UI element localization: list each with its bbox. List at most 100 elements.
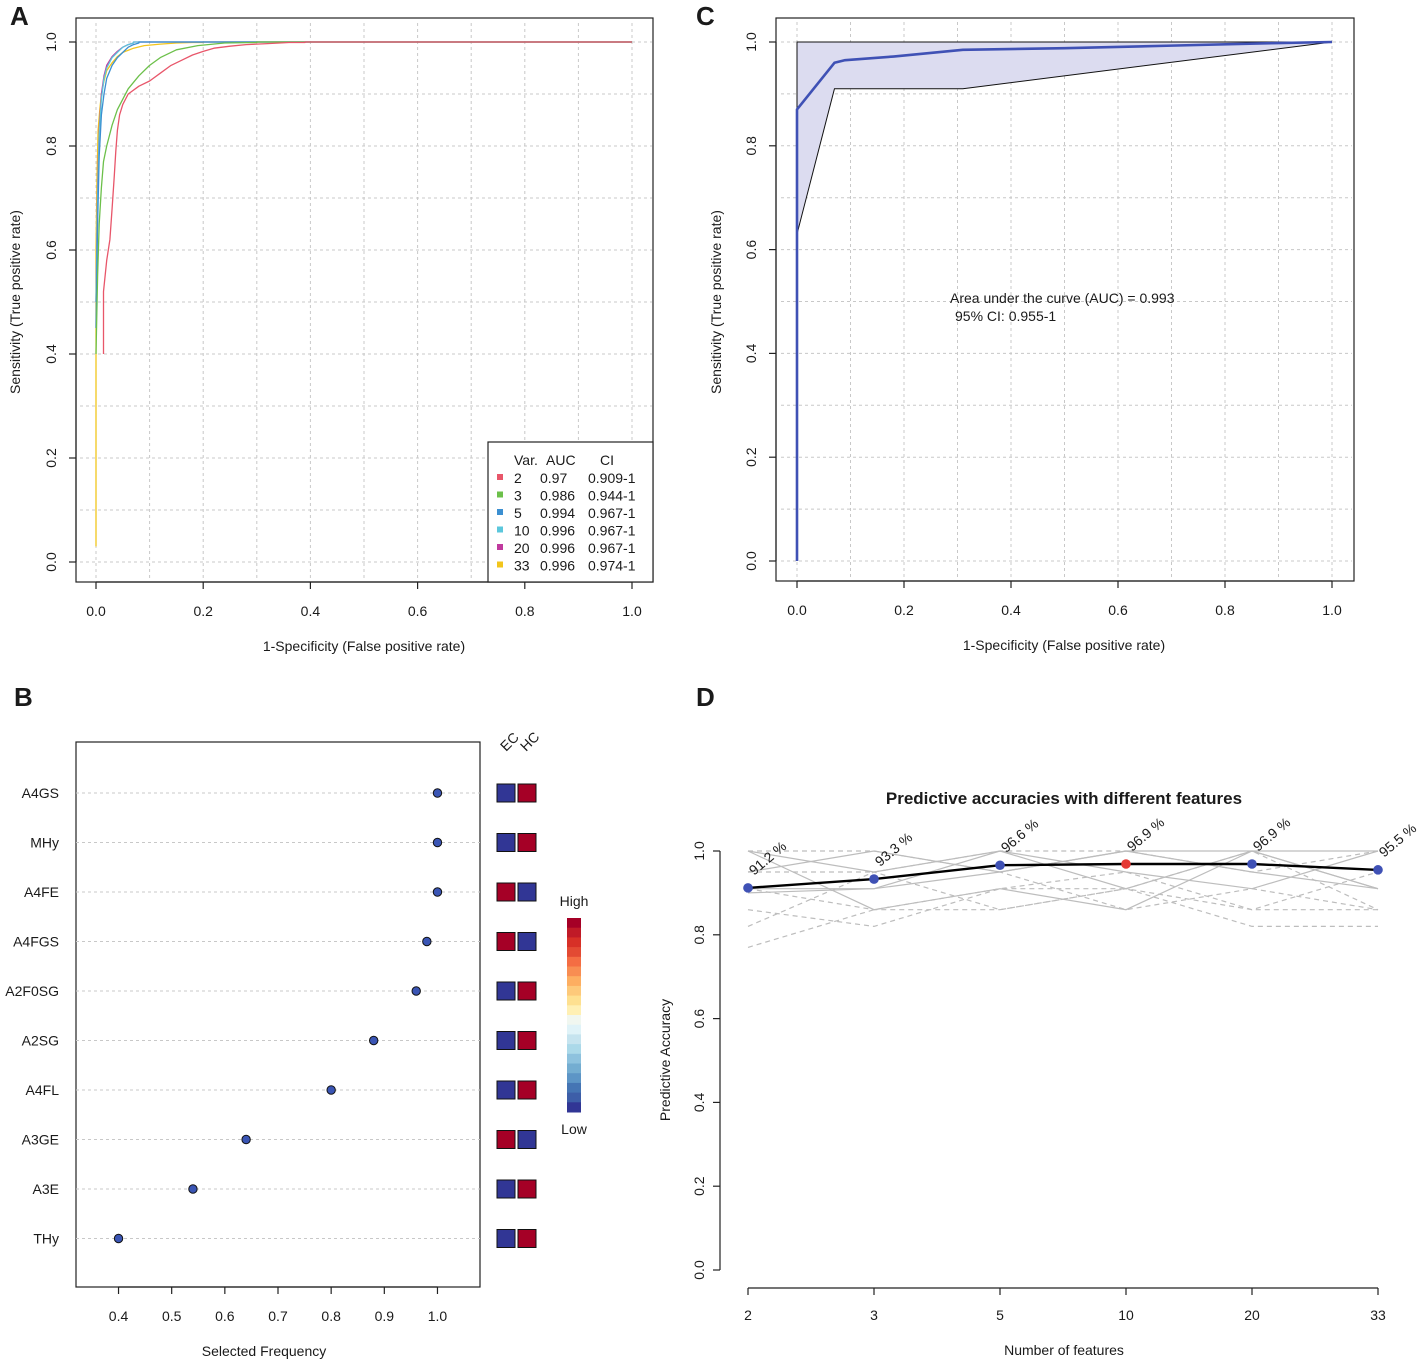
panel-c-ci-text: 95% CI: 0.955-1: [955, 308, 1056, 324]
legend-var-3: 3: [514, 488, 522, 504]
panel-b-x-tick-label: 0.9: [375, 1308, 395, 1324]
fold-line-dashed: [747, 871, 1379, 948]
ec-cell-THy: [496, 1229, 516, 1248]
accuracy-label-10: 96.9 %: [1124, 814, 1168, 854]
frequency-point-A4FE: [432, 887, 443, 897]
frequency-point-A3E: [188, 1184, 198, 1194]
legend-ci-2: 0.909-1: [588, 470, 636, 486]
panel-c-y-tick-label: 0.6: [743, 240, 759, 260]
frequency-point-A4GS: [432, 788, 443, 798]
panel-a-x-tick-label: 0.8: [515, 603, 535, 619]
scale-step: [567, 976, 581, 987]
accuracy-point-33: [1373, 865, 1383, 875]
panel-c-x-tick-label: 0.0: [787, 602, 807, 618]
hc-cell-A4FGS: [517, 932, 537, 951]
ec-cell-A4FL: [496, 1080, 516, 1100]
legend-auc-20: 0.996: [540, 540, 575, 556]
panel-a-legend-header-var: Var.: [514, 452, 538, 468]
legend-ci-20: 0.967-1: [588, 540, 636, 556]
feature-label-A4FL: A4FL: [26, 1082, 60, 1098]
scale-step: [567, 947, 581, 958]
panel-d-title: Predictive accuracies with different fea…: [886, 789, 1242, 808]
scale-step: [567, 1092, 581, 1103]
panel-c-y-axis: 0.0 0.2 0.4 0.6 0.8 1.0: [743, 32, 777, 571]
panel-a-x-tick-label: 0.4: [301, 603, 321, 619]
scale-step: [567, 1044, 581, 1055]
panel-a-legend-header-auc: AUC: [546, 452, 576, 468]
feature-label-THy: THy: [33, 1231, 59, 1247]
panel-a-y-tick-label: 0.2: [43, 448, 59, 468]
legend-auc-33: 0.996: [540, 558, 575, 574]
fold-line-dashed: [747, 850, 1379, 927]
panel-a-x-tick-label: 0.6: [408, 603, 428, 619]
roc-curve-var-3: [95, 41, 632, 355]
ec-cell-A4GS: [496, 783, 516, 803]
hc-cell-A3E: [517, 1179, 537, 1199]
panel-a-y-label: Sensitivity (True positive rate): [7, 210, 23, 394]
legend-swatch-var-5: [497, 509, 503, 515]
accuracy-point-10: [1121, 859, 1131, 869]
panel-d-x-axis: 2 3 5 10 20 33: [744, 1287, 1386, 1323]
panel-c-x-tick-label: 0.8: [1215, 602, 1235, 618]
panel-a-y-axis: 0.0 0.2 0.4 0.6 0.8 1.0: [43, 32, 77, 572]
legend-swatch-var-3: [497, 491, 503, 498]
panel-d-y-tick-label: 0.6: [691, 1009, 707, 1029]
panel-d-y-tick-label: 0.2: [691, 1176, 707, 1196]
legend-swatch-var-2: [497, 474, 503, 480]
panel-b-rows: A4GS MHy A4FE A4FGS A2F0SG A2SG A4FL A3GE A3E THy: [5, 783, 537, 1248]
fold-line-solid: [748, 850, 1379, 890]
legend-swatch-var-10: [497, 526, 503, 533]
panel-a-y-tick-label: 0.4: [43, 344, 59, 364]
legend-ci-3: 0.944-1: [588, 488, 636, 504]
ec-cell-A4FE: [496, 882, 516, 902]
panel-a-x-tick-label: 0.2: [193, 603, 213, 619]
panel-b-x-tick-label: 0.8: [321, 1308, 341, 1324]
panel-a-y-tick-label: 0.6: [43, 240, 59, 260]
panel-a-x-tick-label: 0.0: [86, 603, 106, 619]
panel-d-x-tick-label: 33: [1370, 1307, 1386, 1323]
legend-swatch-var-33: [497, 561, 503, 568]
fold-line-dashed: [748, 850, 1379, 873]
panel-c-x-tick-label: 0.2: [894, 602, 914, 618]
panel-a: A 0.0 0.2 0.4 0.6 0.8 1.0 0.00.20.40.60.81.0 …: [7, 1, 654, 654]
panel-d-y-tick-label: 0.4: [691, 1092, 707, 1112]
accuracy-label-20: 96.9 %: [1250, 814, 1294, 854]
panel-a-roc-curves: [95, 41, 632, 547]
scale-step: [567, 918, 581, 929]
panel-d-x-tick-label: 2: [744, 1307, 752, 1323]
panel-d-y-tick-label: 1.0: [691, 841, 707, 861]
panel-b-x-tick-label: 0.6: [215, 1308, 235, 1324]
legend-var-33: 33: [514, 558, 530, 574]
hc-cell-A2F0SG: [517, 981, 537, 1001]
legend-var-2: 2: [514, 470, 522, 486]
legend-ci-33: 0.974-1: [588, 558, 636, 574]
panel-c-y-tick-label: 0.2: [743, 447, 759, 467]
panel-c-letter: C: [696, 1, 715, 31]
roc-curve-var-2: [102, 41, 632, 354]
accuracy-point-20: [1247, 859, 1257, 869]
ec-cell-A2F0SG: [496, 981, 516, 1001]
panel-b-x-label: Selected Frequency: [202, 1343, 327, 1359]
frequency-point-A4FL: [326, 1085, 336, 1095]
hc-cell-MHy: [517, 833, 537, 852]
scale-step: [567, 1005, 581, 1016]
panel-a-letter: A: [10, 1, 29, 31]
panel-c-auc-text: Area under the curve (AUC) = 0.993: [950, 290, 1175, 306]
frequency-point-MHy: [432, 837, 443, 848]
scale-step: [567, 1034, 581, 1045]
panel-b-x-tick-label: 0.4: [109, 1308, 129, 1324]
panel-d: D Predictive accuracies with different f…: [657, 682, 1417, 1358]
legend-ci-10: 0.967-1: [588, 523, 636, 539]
panel-c-x-tick-label: 1.0: [1322, 602, 1342, 618]
panel-b-x-tick-label: 1.0: [428, 1308, 448, 1324]
scale-step: [567, 1063, 581, 1074]
panel-d-x-label: Number of features: [1004, 1342, 1124, 1358]
legend-auc-10: 0.996: [540, 523, 575, 539]
ec-cell-A2SG: [496, 1031, 516, 1050]
panel-b-color-scale: [567, 918, 581, 1113]
scale-step: [567, 966, 581, 977]
legend-var-5: 5: [514, 505, 522, 521]
panel-d-y-tick-label: 0.8: [691, 925, 707, 945]
panel-a-legend-box: [487, 441, 654, 583]
